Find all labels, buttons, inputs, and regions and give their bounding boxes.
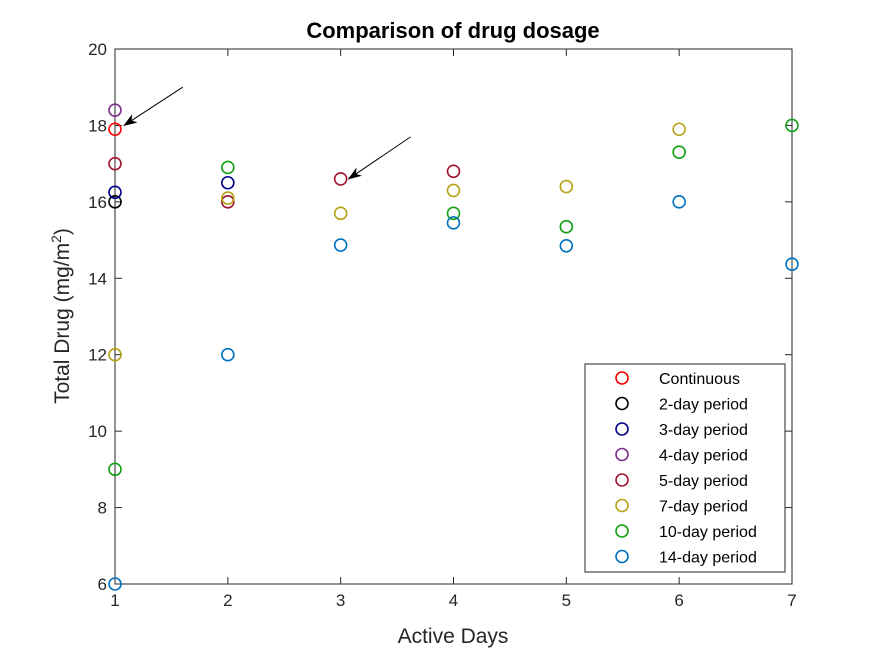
y-axis-label-suffix: ) [51, 228, 74, 235]
data-point [446, 216, 461, 230]
y-tick-label: 14 [88, 269, 107, 288]
data-point [559, 179, 574, 194]
legend-marker [615, 498, 629, 513]
data-point [108, 577, 122, 591]
legend-marker [615, 473, 629, 487]
y-tick-label: 6 [98, 575, 107, 594]
data-point [672, 145, 686, 159]
data-point [446, 164, 461, 179]
data-point [108, 122, 122, 137]
legend-marker [615, 524, 629, 538]
data-point [221, 191, 235, 205]
y-tick-label: 18 [88, 116, 107, 135]
legend: Continuous 2-day period 3-day period 4-day … [584, 363, 786, 573]
x-axis-label: Active Days [398, 625, 509, 648]
data-point [221, 195, 235, 209]
data-point [108, 195, 122, 209]
y-axis-label: Total Drug (mg/m2) [48, 228, 74, 404]
legend-label: 3-day period [659, 422, 748, 439]
legend-label: 4-day period [659, 448, 748, 465]
annotation-arrows [123, 86, 411, 180]
data-point [221, 160, 235, 175]
data-point [108, 462, 122, 477]
legend-marker [615, 447, 629, 462]
x-tick-label: 5 [562, 591, 571, 610]
data-point [108, 347, 122, 362]
y-axis-label-text: Total Drug (mg/m [51, 243, 74, 404]
data-point [446, 206, 461, 221]
x-tick-label: 1 [110, 591, 119, 610]
chart-title: Comparison of drug dosage [306, 18, 599, 43]
data-point [108, 156, 122, 171]
legend-label: 5-day period [659, 473, 748, 490]
x-tick-label: 6 [674, 591, 683, 610]
legend-marker [615, 549, 629, 564]
legend-marker [615, 396, 629, 411]
data-point [333, 238, 348, 252]
legend-label: 10-day period [659, 524, 757, 541]
x-tick-label: 2 [223, 591, 232, 610]
y-tick-label: 20 [88, 40, 107, 59]
annotation-arrow [123, 86, 183, 126]
y-tick-label: 8 [98, 499, 107, 518]
legend-items: Continuous 2-day period 3-day period 4-day … [615, 371, 757, 567]
y-tick-label: 12 [88, 346, 107, 365]
legend-label: 14-day period [659, 550, 757, 567]
legend-label: Continuous [659, 371, 740, 388]
data-point [108, 185, 122, 200]
legend-marker [615, 371, 629, 385]
data-point [446, 183, 461, 198]
data-points [108, 103, 799, 591]
data-point [333, 172, 348, 186]
data-point [221, 175, 235, 190]
y-axis-label-superscript: 2 [48, 235, 64, 243]
data-point [559, 239, 574, 253]
data-point [333, 206, 348, 221]
data-point [559, 219, 574, 234]
y-tick-label: 10 [88, 422, 107, 441]
x-tick-label: 7 [787, 591, 796, 610]
data-point [672, 122, 686, 137]
x-tick-label: 4 [449, 591, 458, 610]
legend-label: 2-day period [659, 397, 748, 414]
legend-marker [615, 422, 629, 436]
y-tick-label: 16 [88, 193, 107, 212]
annotation-arrow [347, 136, 411, 180]
data-point [221, 347, 235, 362]
data-point [785, 118, 799, 133]
data-point [672, 195, 686, 209]
data-point [785, 257, 799, 271]
data-point [108, 103, 122, 117]
legend-label: 7-day period [659, 499, 748, 516]
x-tick-label: 3 [336, 591, 345, 610]
